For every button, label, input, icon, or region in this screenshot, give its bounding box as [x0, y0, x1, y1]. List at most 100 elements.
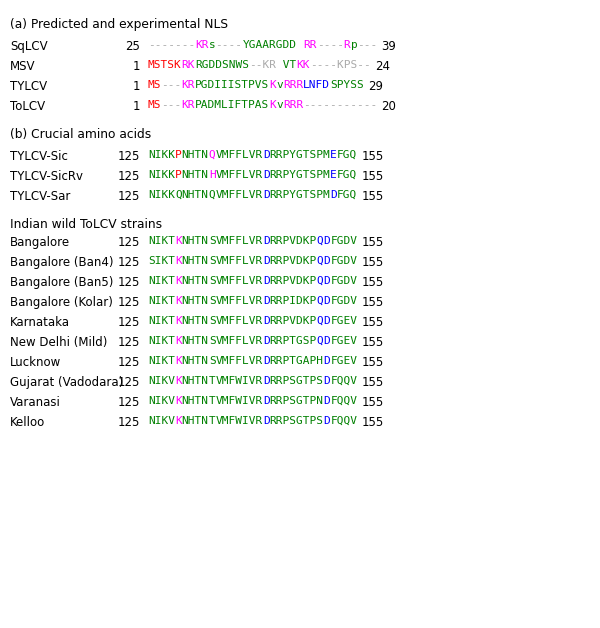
Text: (a) Predicted and experimental NLS: (a) Predicted and experimental NLS [10, 18, 228, 31]
Text: K: K [269, 100, 276, 110]
Text: 1: 1 [133, 80, 140, 93]
Text: NHTN: NHTN [182, 150, 209, 160]
Text: RRPVDKP: RRPVDKP [269, 236, 317, 246]
Text: K: K [175, 396, 182, 406]
Text: VMFWIVR: VMFWIVR [215, 416, 263, 426]
Text: 125: 125 [118, 236, 140, 249]
Text: K: K [175, 416, 182, 426]
Text: RRPYGTSPM: RRPYGTSPM [269, 150, 330, 160]
Text: Lucknow: Lucknow [10, 356, 61, 369]
Text: TYLCV: TYLCV [10, 80, 47, 93]
Text: ----KPS--: ----KPS-- [310, 60, 371, 70]
Text: RRPVDKP: RRPVDKP [269, 316, 317, 326]
Text: -------: ------- [148, 40, 195, 50]
Text: RRPVDKP: RRPVDKP [269, 256, 317, 266]
Text: FGEV: FGEV [330, 356, 357, 366]
Text: NIKT: NIKT [148, 336, 175, 346]
Text: 155: 155 [361, 356, 383, 369]
Text: RRPIDKP: RRPIDKP [269, 296, 317, 306]
Text: RRR: RRR [283, 100, 303, 110]
Text: NHTN: NHTN [182, 336, 209, 346]
Text: FGQ: FGQ [337, 150, 357, 160]
Text: NIKV: NIKV [148, 416, 175, 426]
Text: S: S [209, 276, 215, 286]
Text: 125: 125 [118, 316, 140, 329]
Text: D: D [323, 276, 330, 286]
Text: VMFFLVR: VMFFLVR [215, 316, 263, 326]
Text: FGDV: FGDV [330, 256, 357, 266]
Text: VMFFLVR: VMFFLVR [215, 296, 263, 306]
Text: D: D [323, 336, 330, 346]
Text: Bangalore (Ban5): Bangalore (Ban5) [10, 276, 113, 289]
Text: S: S [209, 316, 215, 326]
Text: S: S [209, 356, 215, 366]
Text: 1: 1 [133, 100, 140, 113]
Text: TYLCV-SicRv: TYLCV-SicRv [10, 170, 83, 183]
Text: 125: 125 [118, 296, 140, 309]
Text: VT: VT [276, 60, 296, 70]
Text: 155: 155 [361, 416, 383, 429]
Text: K: K [175, 256, 182, 266]
Text: Kelloo: Kelloo [10, 416, 45, 429]
Text: VMFFLVR: VMFFLVR [215, 276, 263, 286]
Text: 20: 20 [382, 100, 397, 113]
Text: E: E [330, 170, 337, 180]
Text: KR: KR [195, 40, 209, 50]
Text: FQQV: FQQV [330, 416, 357, 426]
Text: -----------: ----------- [303, 100, 377, 110]
Text: Q: Q [317, 316, 323, 326]
Text: NIKV: NIKV [148, 396, 175, 406]
Text: D: D [263, 236, 269, 246]
Text: Bangalore (Kolar): Bangalore (Kolar) [10, 296, 113, 309]
Text: VMFWIVR: VMFWIVR [215, 376, 263, 386]
Text: RRPVDKP: RRPVDKP [269, 276, 317, 286]
Text: 125: 125 [118, 256, 140, 269]
Text: Gujarat (Vadodara): Gujarat (Vadodara) [10, 376, 123, 389]
Text: D: D [323, 396, 330, 406]
Text: v: v [276, 100, 283, 110]
Text: NIKK: NIKK [148, 170, 175, 180]
Text: NHTN: NHTN [182, 256, 209, 266]
Text: 125: 125 [118, 356, 140, 369]
Text: 155: 155 [361, 256, 383, 269]
Text: 155: 155 [361, 316, 383, 329]
Text: E: E [330, 150, 337, 160]
Text: 155: 155 [361, 190, 383, 203]
Text: 125: 125 [118, 336, 140, 349]
Text: T: T [209, 396, 215, 406]
Text: K: K [269, 80, 276, 90]
Text: Q: Q [317, 236, 323, 246]
Text: VMFFLVR: VMFFLVR [215, 236, 263, 246]
Text: K: K [175, 236, 182, 246]
Text: Q: Q [317, 256, 323, 266]
Text: RRPSGTPN: RRPSGTPN [269, 396, 323, 406]
Text: 125: 125 [118, 190, 140, 203]
Text: --KR: --KR [249, 60, 276, 70]
Text: Bangalore: Bangalore [10, 236, 70, 249]
Text: VMFFLVR: VMFFLVR [215, 336, 263, 346]
Text: FGDV: FGDV [330, 296, 357, 306]
Text: FQQV: FQQV [330, 376, 357, 386]
Text: D: D [263, 416, 269, 426]
Text: RRPSGTPS: RRPSGTPS [269, 416, 323, 426]
Text: RRPYGTSPM: RRPYGTSPM [269, 170, 330, 180]
Text: SPYSS: SPYSS [330, 80, 364, 90]
Text: KR: KR [182, 80, 195, 90]
Text: FGEV: FGEV [330, 316, 357, 326]
Text: D: D [263, 396, 269, 406]
Text: NHTN: NHTN [182, 416, 209, 426]
Text: NIKT: NIKT [148, 356, 175, 366]
Text: Q: Q [317, 276, 323, 286]
Text: RR: RR [303, 40, 317, 50]
Text: D: D [323, 256, 330, 266]
Text: H: H [209, 170, 215, 180]
Text: 155: 155 [361, 336, 383, 349]
Text: v: v [276, 80, 283, 90]
Text: NHTN: NHTN [182, 316, 209, 326]
Text: FGQ: FGQ [337, 170, 357, 180]
Text: 125: 125 [118, 170, 140, 183]
Text: MS: MS [148, 100, 161, 110]
Text: ---: --- [357, 40, 377, 50]
Text: NIKK: NIKK [148, 190, 175, 200]
Text: NHTN: NHTN [182, 276, 209, 286]
